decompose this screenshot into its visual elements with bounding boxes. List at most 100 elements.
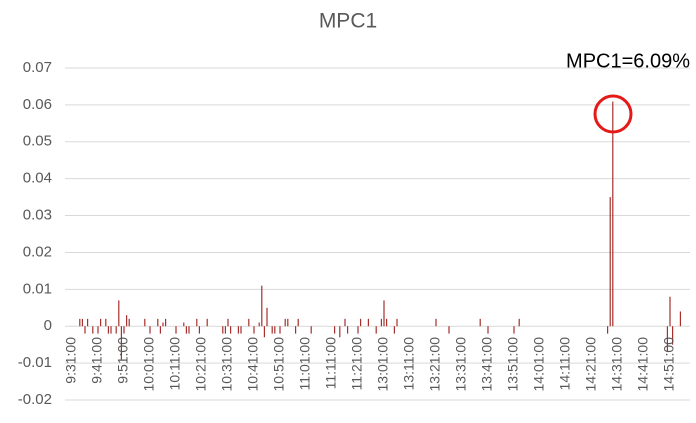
bar (448, 326, 450, 334)
bar (105, 318, 107, 327)
bar (183, 322, 185, 327)
x-tick-label: 13:01:00 (375, 337, 391, 392)
bar (188, 326, 190, 334)
x-tick-label: 9:41:00 (89, 337, 105, 384)
bar (227, 318, 229, 327)
bar (266, 307, 268, 327)
bar (237, 326, 239, 334)
bar (115, 326, 117, 334)
y-tick-label: 0.07 (23, 59, 52, 76)
bar (206, 318, 208, 327)
bar (513, 326, 515, 334)
bar (360, 318, 362, 327)
bar (607, 326, 609, 334)
annotation: MPC1=6.09% (566, 50, 690, 72)
bar (396, 318, 398, 327)
bar (518, 318, 520, 327)
x-tick-label: 14:31:00 (609, 337, 625, 392)
y-tick-label: 0.06 (23, 96, 52, 113)
bar (159, 326, 161, 334)
bar (248, 318, 250, 327)
y-tick-label: -0.02 (18, 391, 52, 408)
chart-title: MPC1 (319, 10, 377, 33)
x-tick-label: 10:41:00 (245, 337, 261, 392)
bar (107, 326, 109, 334)
bar (224, 326, 226, 334)
x-tick-label: 11:21:00 (349, 337, 365, 391)
bar (100, 318, 102, 327)
bar (110, 326, 112, 334)
bar (487, 326, 489, 334)
bar (679, 311, 681, 327)
bar (157, 318, 159, 327)
x-tick-label: 13:41:00 (479, 337, 495, 392)
bar (185, 326, 187, 334)
bar (284, 318, 286, 327)
x-tick-label: 10:21:00 (193, 337, 209, 392)
bar (279, 326, 281, 334)
bar (609, 197, 611, 327)
y-tick-label: 0.04 (23, 170, 52, 187)
bar (79, 318, 81, 327)
bar (393, 326, 395, 334)
bar (87, 318, 89, 327)
bar (144, 318, 146, 327)
bar (297, 318, 299, 327)
y-tick-label: 0.03 (23, 207, 52, 224)
x-tick-label: 10:51:00 (271, 337, 287, 392)
bar (287, 318, 289, 327)
bar (175, 326, 177, 334)
y-tick-label: 0 (44, 317, 52, 334)
bar (196, 318, 198, 327)
x-tick-label: 9:31:00 (63, 337, 79, 384)
bar (162, 322, 164, 327)
x-tick-label: 10:01:00 (141, 337, 157, 392)
bar (230, 326, 232, 334)
bar (669, 296, 671, 327)
bar (198, 326, 200, 334)
bar (383, 300, 385, 327)
x-tick-label: 14:41:00 (635, 337, 651, 392)
bar (258, 322, 260, 327)
bar (149, 326, 151, 334)
bar (344, 318, 346, 327)
bar (81, 318, 83, 327)
x-tick-label: 11:11:00 (323, 337, 339, 390)
bar (310, 326, 312, 334)
bar (261, 285, 263, 327)
bar (97, 326, 99, 334)
bar (123, 326, 125, 334)
x-tick-label: 13:31:00 (453, 337, 469, 392)
x-tick-label: 10:31:00 (219, 337, 235, 392)
bar (240, 326, 242, 334)
y-tick-label: 0.02 (23, 243, 52, 260)
bar (612, 101, 614, 327)
highlight-circle (593, 94, 633, 134)
bar (386, 318, 388, 327)
y-tick-label: 0.05 (23, 133, 52, 150)
bar (435, 318, 437, 327)
bars (79, 101, 681, 360)
x-tick-label: 14:11:00 (557, 337, 573, 391)
bar (128, 318, 130, 327)
bar (367, 318, 369, 327)
bar (253, 326, 255, 334)
x-tick-label: 14:51:00 (661, 337, 677, 392)
bar (84, 326, 86, 334)
x-tick-label: 13:51:00 (505, 337, 521, 392)
bar (222, 326, 224, 334)
bar (357, 326, 359, 334)
bar (380, 318, 382, 327)
bar (666, 326, 668, 353)
y-tick-label: 0.01 (23, 280, 52, 297)
bar (120, 326, 122, 360)
y-tick-label: -0.01 (18, 354, 52, 371)
x-tick-label: 11:01:00 (297, 337, 313, 391)
bar (274, 326, 276, 334)
bar (339, 326, 341, 338)
bar (375, 326, 377, 334)
bar (271, 326, 273, 334)
bar (92, 326, 94, 334)
bar (165, 318, 167, 327)
